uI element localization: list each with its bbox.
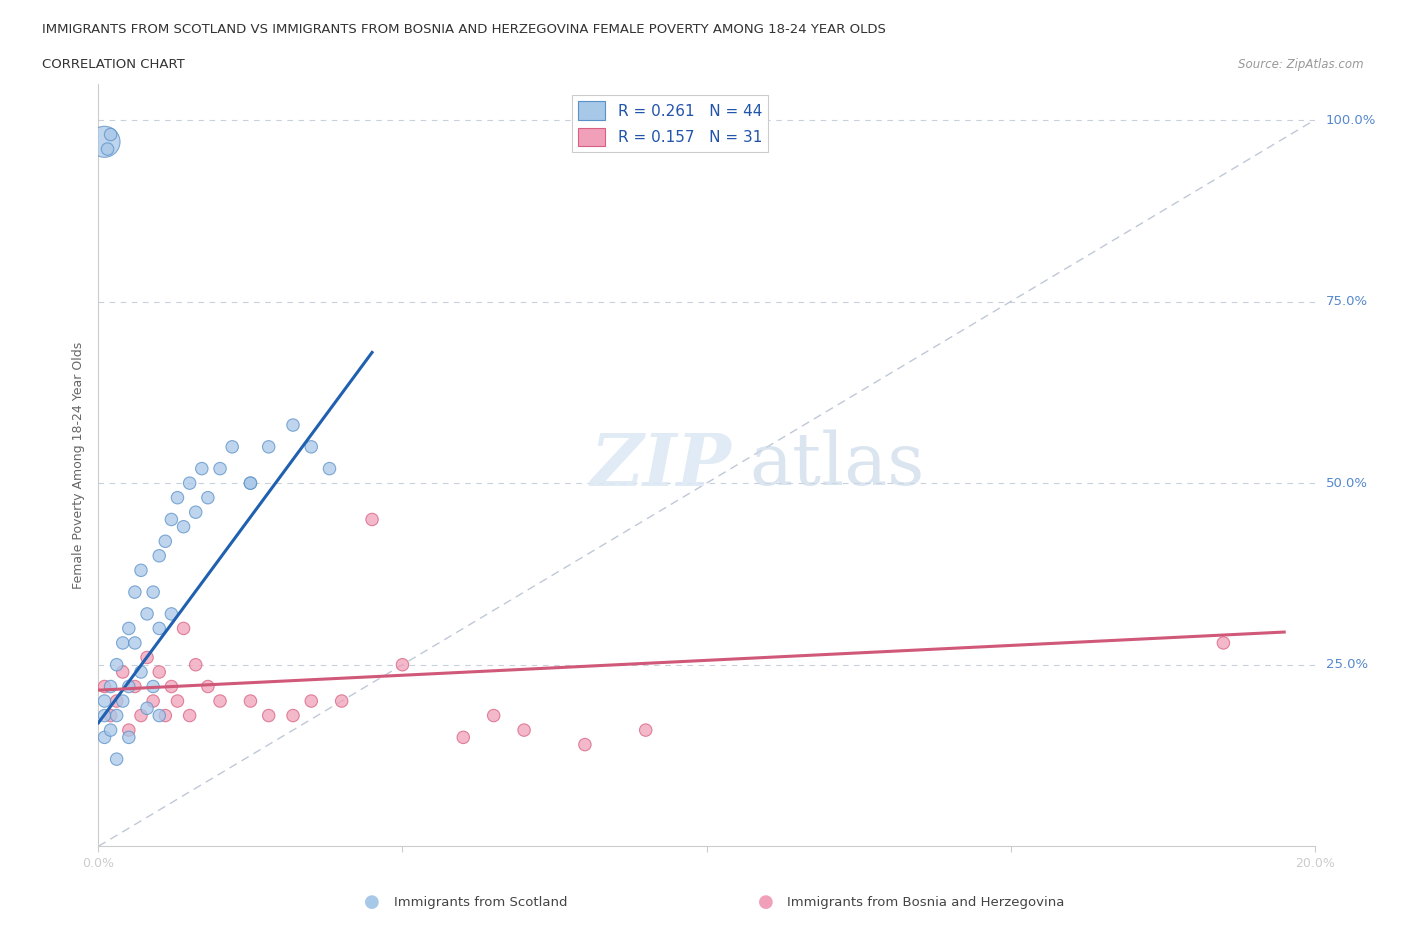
Text: 50.0%: 50.0% [1326, 477, 1368, 490]
Point [100, 723, 122, 737]
Point [142, 679, 165, 694]
Point [118, 679, 141, 694]
Point [155, 534, 177, 549]
Point [299, 439, 322, 454]
Point [93, 730, 115, 745]
Point [124, 679, 146, 694]
Point [197, 679, 219, 694]
Point [179, 708, 201, 723]
Point [634, 723, 657, 737]
Point [105, 694, 128, 709]
Point [1212, 635, 1234, 650]
Point [482, 708, 505, 723]
Point [330, 694, 353, 709]
Text: ●: ● [364, 893, 380, 911]
Point [209, 461, 232, 476]
Point [124, 585, 146, 600]
Point [129, 563, 152, 578]
Point [136, 701, 159, 716]
Point [173, 621, 195, 636]
Text: 75.0%: 75.0% [1326, 295, 1368, 308]
Point [93, 134, 115, 149]
Point [160, 512, 183, 527]
Point [155, 708, 177, 723]
Point [100, 708, 122, 723]
Point [100, 679, 122, 694]
Point [111, 694, 134, 709]
Point [281, 418, 304, 432]
Legend: R = 0.261   N = 44, R = 0.157   N = 31: R = 0.261 N = 44, R = 0.157 N = 31 [572, 95, 768, 153]
Text: ZIP: ZIP [591, 430, 731, 500]
Point [142, 694, 165, 709]
Point [136, 606, 159, 621]
Point [129, 665, 152, 680]
Point [209, 694, 232, 709]
Point [105, 658, 128, 672]
Point [118, 621, 141, 636]
Point [93, 679, 115, 694]
Point [191, 461, 214, 476]
Point [166, 694, 188, 709]
Point [148, 549, 170, 564]
Point [148, 665, 170, 680]
Point [96, 141, 118, 156]
Point [118, 730, 141, 745]
Point [111, 665, 134, 680]
Text: CORRELATION CHART: CORRELATION CHART [42, 58, 186, 71]
Point [391, 658, 413, 672]
Point [124, 635, 146, 650]
Point [148, 708, 170, 723]
Text: IMMIGRANTS FROM SCOTLAND VS IMMIGRANTS FROM BOSNIA AND HERZEGOVINA FEMALE POVERT: IMMIGRANTS FROM SCOTLAND VS IMMIGRANTS F… [42, 23, 886, 36]
Point [142, 585, 165, 600]
Point [105, 751, 128, 766]
Point [179, 476, 201, 491]
Point [105, 708, 128, 723]
Point [93, 708, 115, 723]
Point [239, 476, 262, 491]
Point [197, 490, 219, 505]
Point [318, 461, 340, 476]
Y-axis label: Female Poverty Among 18-24 Year Olds: Female Poverty Among 18-24 Year Olds [72, 341, 86, 589]
Text: Immigrants from Bosnia and Herzegovina: Immigrants from Bosnia and Herzegovina [787, 896, 1064, 909]
Point [100, 127, 122, 142]
Point [111, 635, 134, 650]
Text: ●: ● [758, 893, 773, 911]
Point [166, 490, 188, 505]
Text: 25.0%: 25.0% [1326, 658, 1368, 671]
Point [453, 730, 475, 745]
Point [257, 439, 280, 454]
Point [239, 694, 262, 709]
Point [184, 505, 207, 520]
Text: atlas: atlas [749, 430, 925, 500]
Point [299, 694, 322, 709]
Point [184, 658, 207, 672]
Point [239, 476, 262, 491]
Point [148, 621, 170, 636]
Point [257, 708, 280, 723]
Point [136, 650, 159, 665]
Point [129, 708, 152, 723]
Point [118, 723, 141, 737]
Point [93, 694, 115, 709]
Point [513, 723, 536, 737]
Point [574, 737, 596, 752]
Point [160, 679, 183, 694]
Text: Source: ZipAtlas.com: Source: ZipAtlas.com [1239, 58, 1364, 71]
Text: Immigrants from Scotland: Immigrants from Scotland [394, 896, 567, 909]
Text: 100.0%: 100.0% [1326, 113, 1376, 126]
Point [281, 708, 304, 723]
Point [221, 439, 243, 454]
Point [173, 519, 195, 534]
Point [361, 512, 384, 527]
Point [160, 606, 183, 621]
